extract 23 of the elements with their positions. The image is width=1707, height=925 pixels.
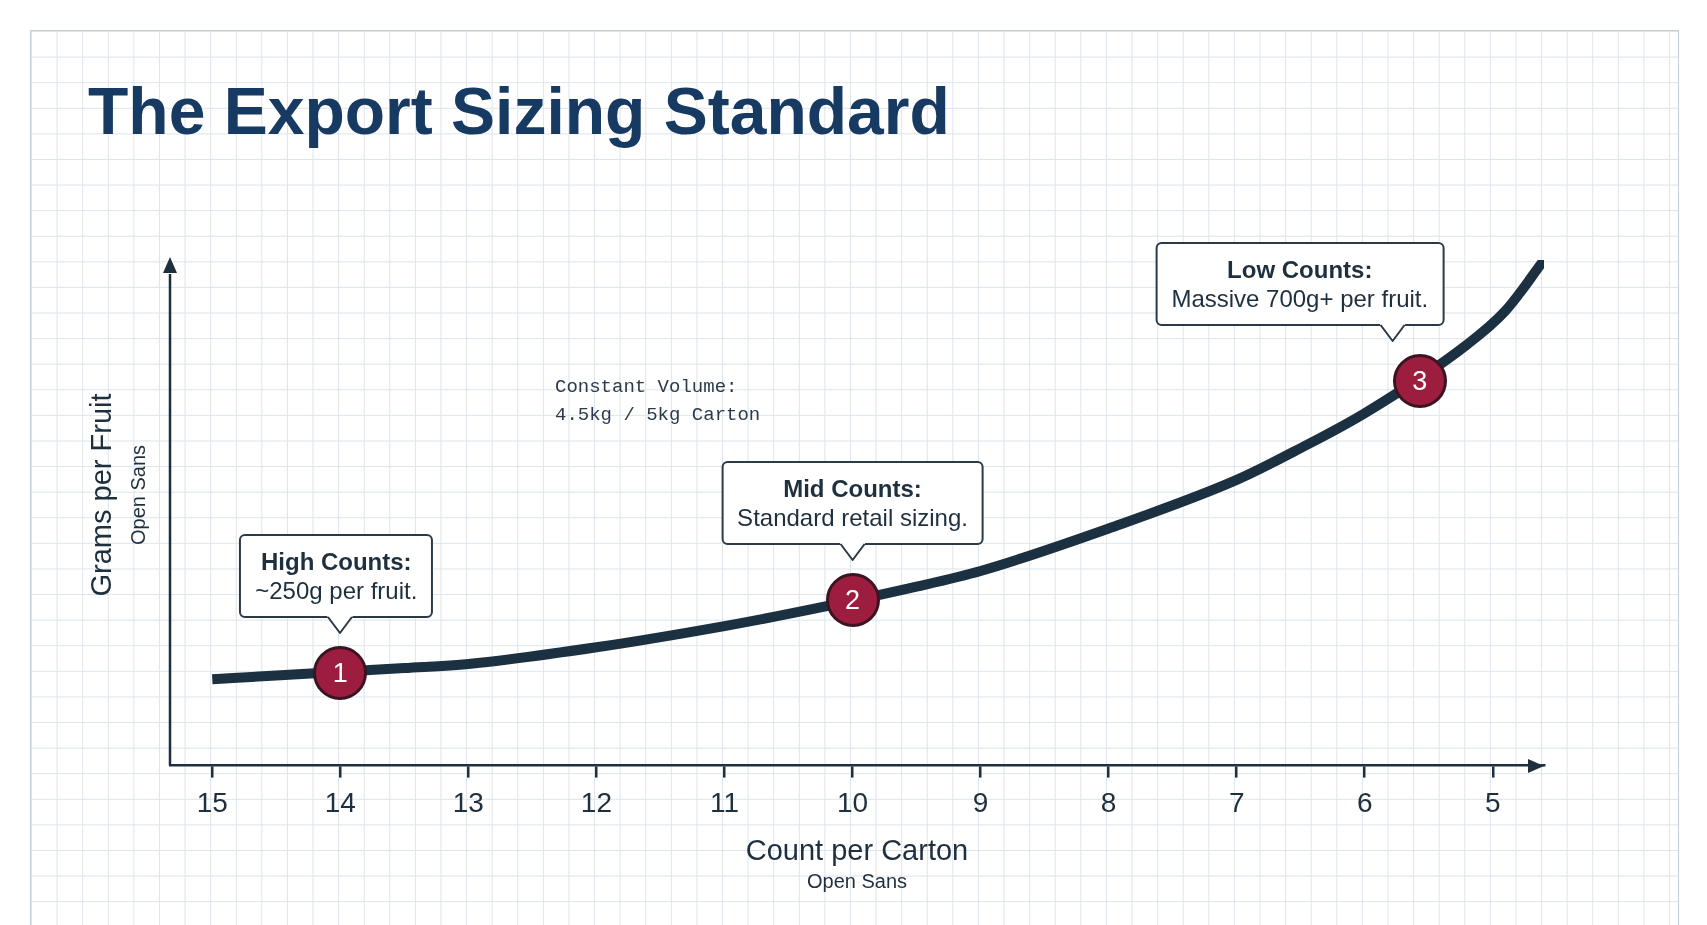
x-tick-label: 5 [1484,787,1501,819]
number-badge: 1 [313,646,368,701]
x-tick-label: 10 [836,787,869,819]
x-axis-title: Count per Carton [745,833,969,866]
x-tick-label: 7 [1228,787,1245,819]
x-tick-label: 13 [452,787,484,819]
y-axis-title: Grams per Fruit [85,393,117,597]
text: Open Sans [126,444,149,546]
x-tick-label: 8 [1100,787,1117,819]
annotation: Constant Volume: 4.5kg / 5kg Carton [555,376,761,426]
text: Open Sans [806,869,908,892]
x-tick-label: 11 [709,787,740,819]
number-badge: 3 [1392,353,1447,408]
x-tick-label: 12 [580,787,612,819]
annotation: Low Counts: Massive 700g+ per fruit. [1171,254,1429,313]
annotation: High Counts: ~250g per fruit. [255,547,418,606]
x-tick-label: 14 [324,787,356,819]
number-badge: 2 [825,572,880,627]
chart-title: The Export Sizing Standard [88,74,950,148]
x-tick-label: 9 [972,787,989,819]
annotation: Mid Counts: Standard retail sizing. [737,473,968,532]
x-tick-label: 6 [1356,787,1373,819]
x-tick-label: 15 [196,787,228,819]
